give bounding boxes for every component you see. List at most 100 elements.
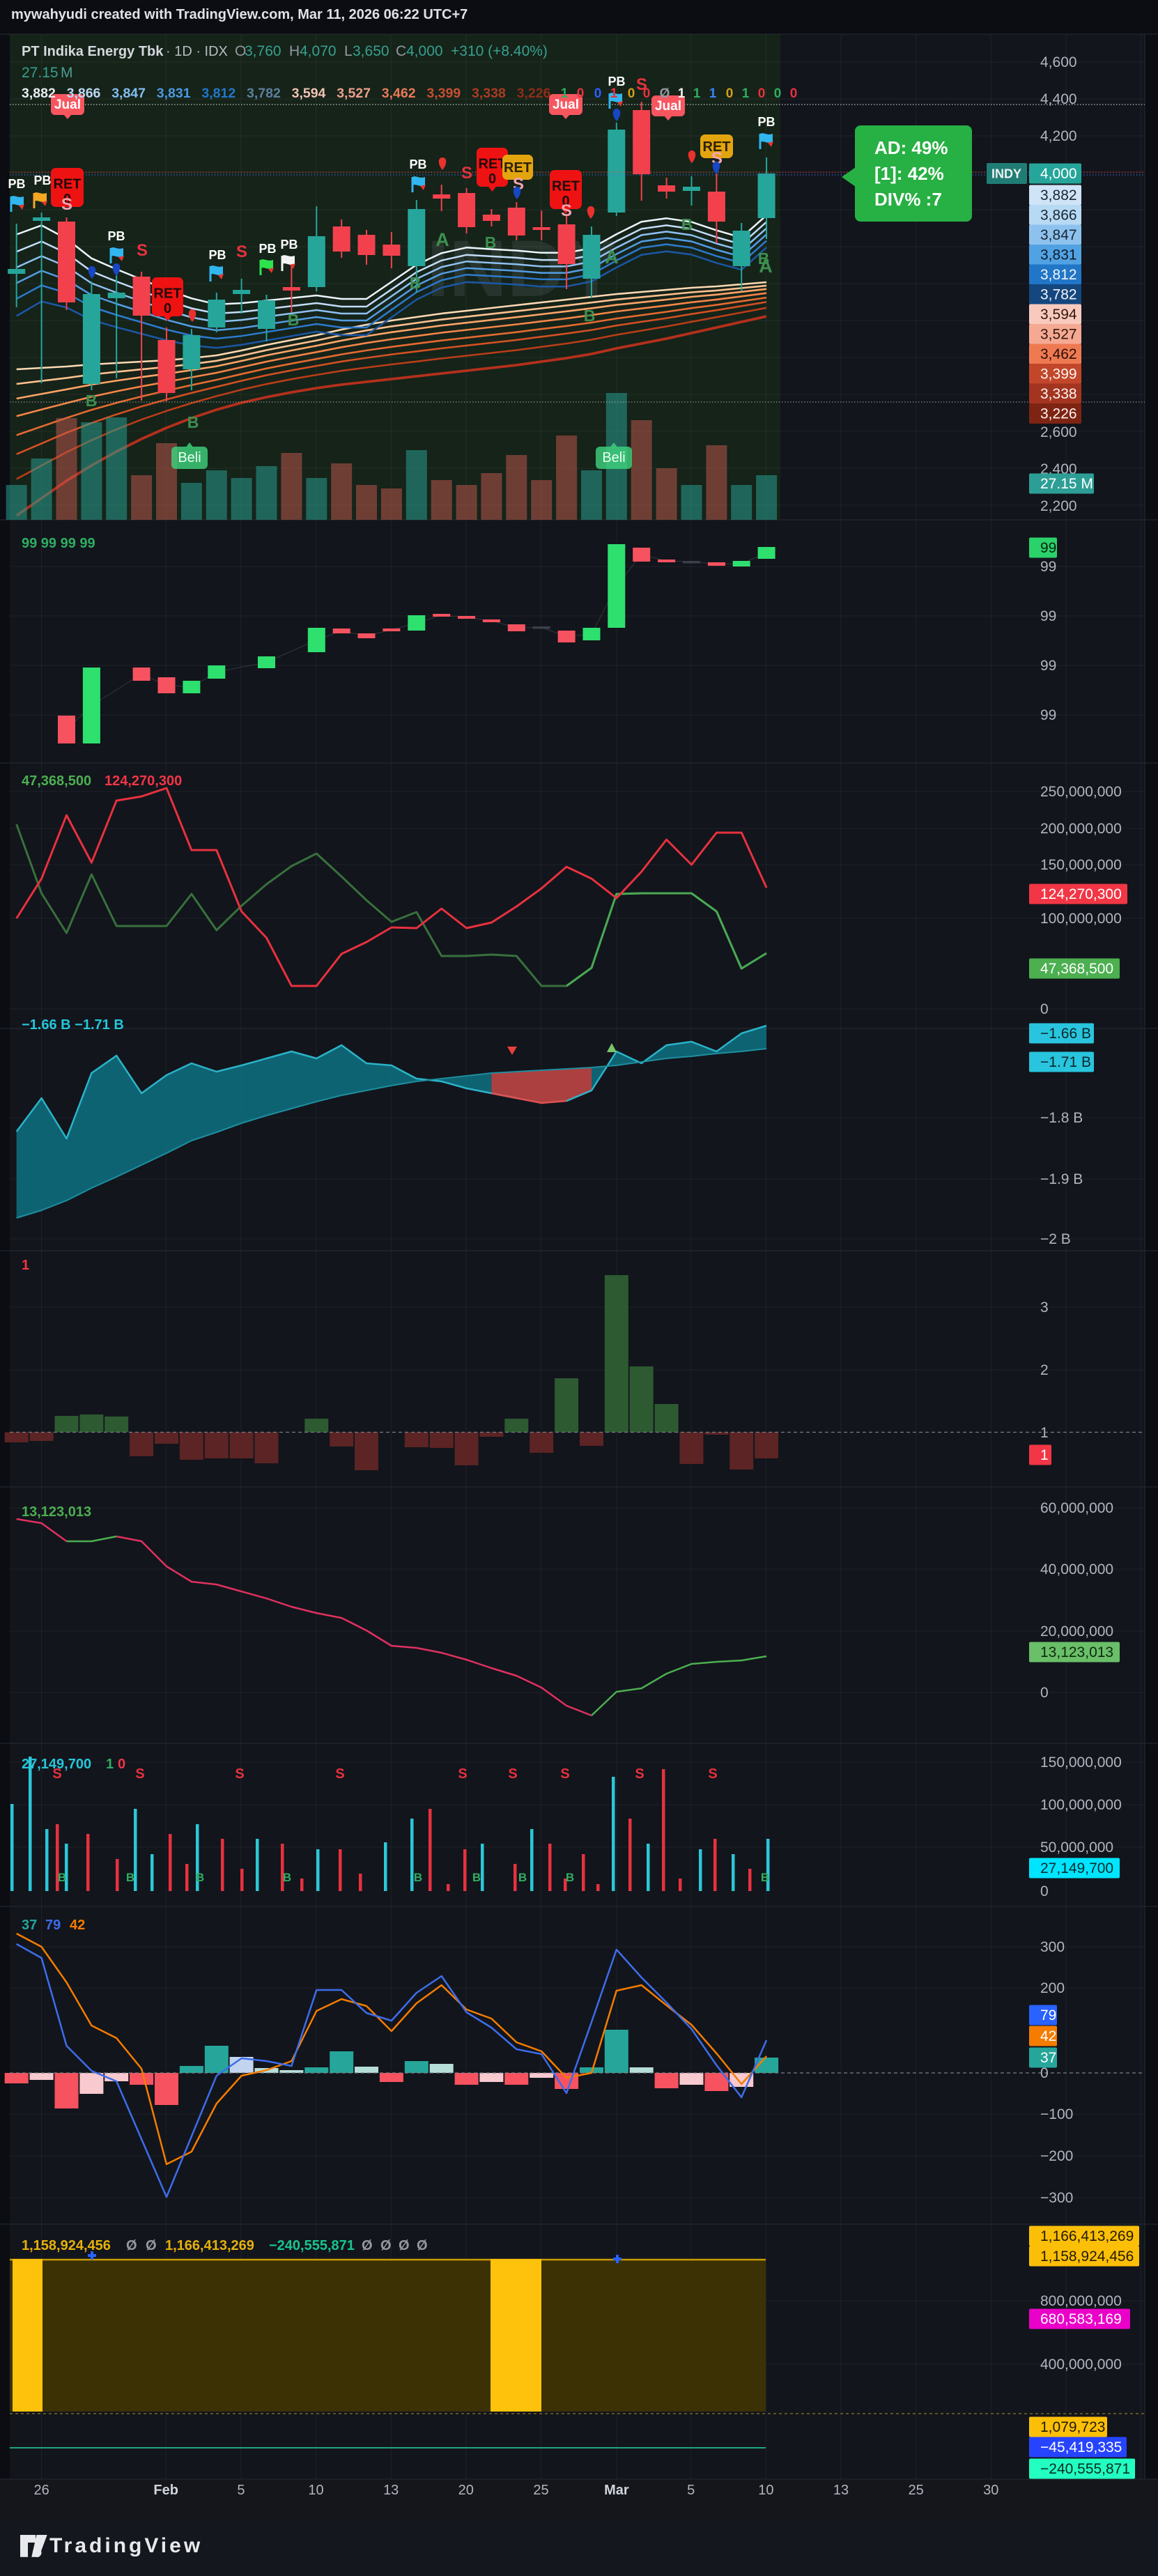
svg-text:−1.66 B −1.71 B: −1.66 B −1.71 B: [22, 1017, 124, 1033]
svg-text:37: 37: [22, 1918, 37, 1933]
svg-text:1: 1: [742, 86, 750, 101]
svg-text:B: B: [196, 1871, 204, 1884]
svg-text:1,158,924,456: 1,158,924,456: [1040, 2249, 1134, 2265]
svg-text:27,149,700: 27,149,700: [1040, 1860, 1113, 1876]
svg-text:2: 2: [1040, 1362, 1049, 1378]
svg-text:124,270,300: 124,270,300: [105, 773, 182, 789]
svg-text:PB: PB: [757, 115, 775, 129]
svg-text:150,000,000: 150,000,000: [1040, 857, 1122, 873]
svg-text:B: B: [414, 1871, 422, 1884]
svg-text:5: 5: [687, 2483, 695, 2498]
svg-text:4,400: 4,400: [1040, 91, 1077, 107]
svg-text:−45,419,335: −45,419,335: [1040, 2439, 1122, 2455]
svg-text:2,400: 2,400: [1040, 461, 1077, 477]
svg-text:3,650: 3,650: [353, 43, 389, 59]
svg-text:20,000,000: 20,000,000: [1040, 1624, 1113, 1640]
svg-text:RET: RET: [154, 286, 182, 302]
svg-text:PB: PB: [107, 229, 125, 243]
svg-text:−1.8 B: −1.8 B: [1040, 1110, 1083, 1126]
svg-text:0: 0: [488, 171, 496, 187]
svg-text:13: 13: [833, 2483, 849, 2498]
svg-text:79: 79: [45, 1918, 61, 1933]
svg-text:L: L: [344, 43, 353, 59]
svg-text:0: 0: [562, 194, 569, 209]
svg-text:S: S: [508, 1766, 517, 1782]
svg-text:0: 0: [726, 86, 734, 101]
svg-text:250,000,000: 250,000,000: [1040, 784, 1122, 800]
svg-text:10: 10: [758, 2483, 773, 2498]
svg-text:4,000: 4,000: [406, 43, 443, 59]
svg-text:Jual: Jual: [553, 98, 579, 112]
svg-text:680,583,169: 680,583,169: [1040, 2311, 1122, 2327]
svg-text:1: 1: [1040, 1447, 1049, 1463]
svg-text:1: 1: [1040, 1425, 1049, 1441]
svg-text:1: 1: [610, 86, 618, 101]
svg-text:0: 0: [643, 86, 651, 101]
svg-text:A: A: [435, 229, 449, 250]
svg-text:200: 200: [1040, 1980, 1065, 1996]
svg-text:3,782: 3,782: [1040, 286, 1077, 302]
svg-text:S: S: [708, 1766, 717, 1782]
svg-text:RET: RET: [54, 177, 82, 192]
svg-text:3,462: 3,462: [1040, 346, 1077, 362]
svg-text:99: 99: [1040, 608, 1056, 624]
svg-text:S: S: [635, 1766, 644, 1782]
svg-text:S: S: [236, 242, 247, 261]
svg-text:A: A: [759, 256, 773, 277]
svg-text:0: 0: [774, 86, 782, 101]
svg-text:300: 300: [1040, 1939, 1065, 1955]
svg-text:0: 0: [594, 86, 602, 101]
svg-text:S: S: [135, 1766, 144, 1782]
svg-text:Ø: Ø: [660, 86, 670, 101]
svg-text:B: B: [126, 1871, 134, 1884]
svg-text:H: H: [289, 43, 300, 59]
svg-text:B: B: [758, 249, 770, 268]
svg-text:Jual: Jual: [655, 99, 681, 114]
svg-text:1: 1: [693, 86, 701, 101]
svg-text:27.15: 27.15: [22, 65, 59, 81]
svg-text:RET: RET: [552, 179, 580, 194]
svg-text:Ø: Ø: [399, 2238, 410, 2253]
svg-text:3: 3: [1040, 1299, 1049, 1316]
svg-text:3,226: 3,226: [1040, 406, 1077, 422]
svg-text:INDY: INDY: [991, 167, 1021, 181]
svg-text:−1.71 B: −1.71 B: [1040, 1054, 1091, 1070]
svg-text:3,866: 3,866: [67, 86, 101, 101]
svg-text:10: 10: [308, 2483, 323, 2498]
svg-text:PB: PB: [208, 248, 226, 262]
svg-text:B: B: [187, 413, 199, 431]
svg-text:0: 0: [118, 1757, 125, 1772]
svg-text:B: B: [584, 307, 596, 325]
svg-text:TradingView: TradingView: [49, 2534, 203, 2557]
svg-text:1: 1: [561, 86, 569, 101]
svg-text:B: B: [58, 1871, 66, 1884]
svg-text:3,831: 3,831: [157, 86, 191, 101]
svg-text:RET: RET: [504, 160, 532, 176]
svg-text:C: C: [396, 43, 406, 59]
svg-text:S: S: [137, 241, 148, 260]
svg-text:PB: PB: [280, 238, 298, 252]
svg-text:PT Indika Energy Tbk: PT Indika Energy Tbk: [22, 44, 164, 59]
svg-text:1,166,413,269: 1,166,413,269: [1040, 2228, 1134, 2244]
svg-text:13: 13: [383, 2483, 399, 2498]
svg-text:13,123,013: 13,123,013: [1040, 1644, 1113, 1660]
svg-text:S: S: [560, 1766, 569, 1782]
svg-text:1: 1: [106, 1757, 114, 1772]
svg-text:S: S: [335, 1766, 344, 1782]
svg-text:3,338: 3,338: [472, 86, 506, 101]
svg-text:B: B: [566, 1871, 574, 1884]
svg-text:[1]: 42%: [1]: 42%: [874, 163, 944, 184]
svg-text:27.15 M: 27.15 M: [1040, 476, 1093, 492]
svg-text:3,812: 3,812: [201, 86, 236, 101]
svg-text:PB: PB: [258, 242, 276, 256]
svg-text:99: 99: [1040, 658, 1056, 674]
svg-text:26: 26: [33, 2483, 49, 2498]
svg-text:3,812: 3,812: [1040, 267, 1077, 283]
svg-text:· 1D · IDX: · 1D · IDX: [166, 44, 228, 59]
svg-text:−300: −300: [1040, 2190, 1073, 2206]
svg-text:0: 0: [1040, 2065, 1049, 2081]
svg-text:0: 0: [790, 86, 798, 101]
svg-text:O: O: [235, 43, 246, 59]
svg-text:4,000: 4,000: [1040, 166, 1077, 182]
svg-text:S: S: [461, 164, 472, 183]
